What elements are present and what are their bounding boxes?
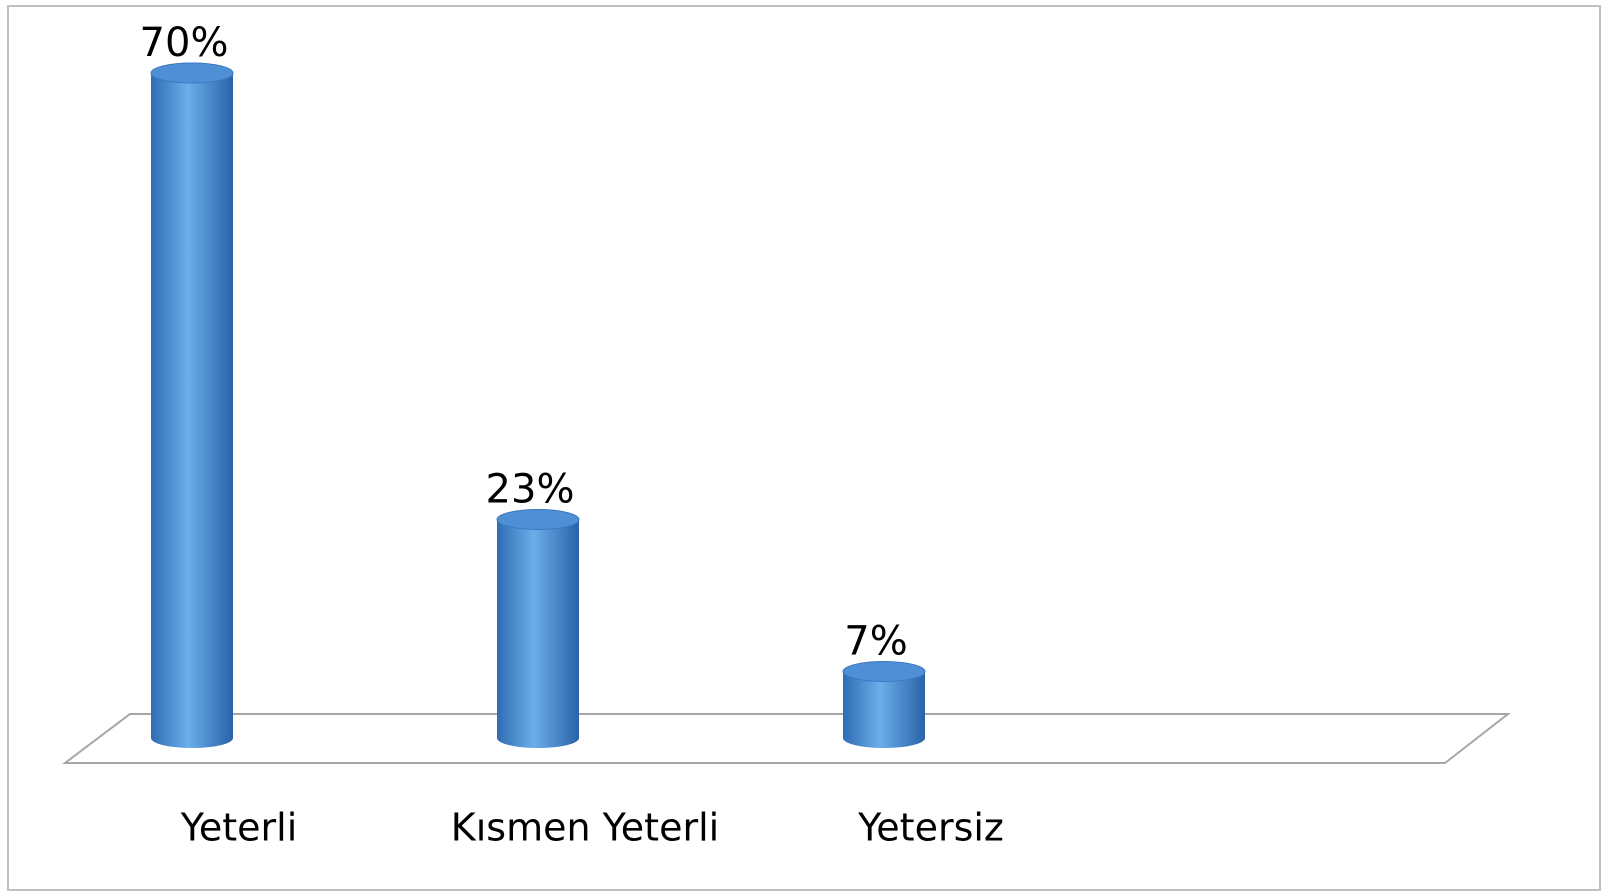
bar-top: [496, 509, 580, 530]
bar: [843, 661, 925, 748]
value-label: 23%: [486, 467, 575, 513]
value-label: 7%: [844, 619, 907, 665]
category-label: Yetersiz: [857, 806, 1004, 850]
category-label: Kısmen Yeterli: [451, 806, 719, 850]
bar: [497, 509, 579, 748]
bar-top: [842, 661, 926, 682]
floor: [62, 713, 1511, 764]
value-label: 70%: [140, 20, 229, 66]
category-label: Yeterli: [180, 806, 298, 850]
bar: [151, 63, 233, 748]
bar-top: [150, 62, 234, 84]
